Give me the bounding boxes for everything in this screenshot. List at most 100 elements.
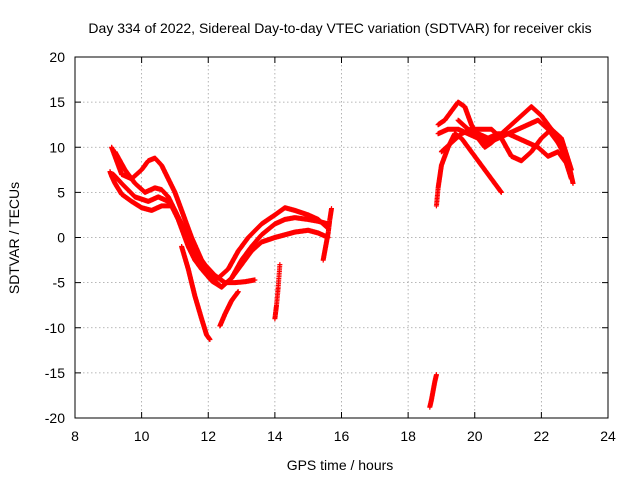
data-point bbox=[570, 168, 573, 171]
data-point bbox=[447, 128, 449, 131]
x-tick-label: 18 bbox=[400, 428, 416, 444]
y-tick-label: 20 bbox=[49, 49, 65, 65]
data-point bbox=[433, 381, 436, 383]
data-point bbox=[247, 236, 250, 239]
x-tick-label: 24 bbox=[600, 428, 616, 444]
data-point bbox=[327, 232, 330, 234]
data-point bbox=[430, 399, 433, 401]
data-point bbox=[560, 137, 563, 140]
data-point bbox=[120, 182, 123, 185]
data-point bbox=[437, 123, 439, 126]
data-point bbox=[187, 268, 190, 270]
data-point bbox=[130, 200, 133, 203]
data-point bbox=[112, 173, 115, 176]
data-point bbox=[527, 141, 529, 144]
data-point bbox=[537, 119, 539, 122]
data-point bbox=[470, 123, 473, 126]
data-point bbox=[237, 250, 240, 252]
data-point bbox=[550, 128, 553, 131]
data-point bbox=[307, 229, 310, 232]
y-tick-label: 0 bbox=[57, 230, 65, 246]
x-axis-label: GPS time / hours bbox=[287, 457, 394, 473]
data-point bbox=[244, 280, 246, 283]
data-point bbox=[460, 137, 463, 140]
data-point bbox=[567, 164, 569, 167]
data-point bbox=[187, 245, 190, 248]
data-point bbox=[530, 105, 533, 108]
data-point bbox=[150, 209, 153, 212]
data-point bbox=[154, 187, 156, 189]
data-point bbox=[294, 216, 296, 219]
data-point bbox=[209, 338, 211, 341]
data-point bbox=[147, 200, 150, 203]
series-trace bbox=[217, 289, 241, 329]
data-point bbox=[497, 132, 499, 135]
data-point bbox=[530, 150, 533, 153]
data-point bbox=[487, 141, 489, 144]
x-tick-label: 14 bbox=[267, 428, 283, 444]
data-point bbox=[294, 231, 296, 234]
data-point bbox=[227, 268, 230, 270]
data-point bbox=[317, 218, 320, 221]
x-tick-label: 12 bbox=[200, 428, 216, 444]
data-point bbox=[572, 182, 574, 185]
data-point bbox=[167, 177, 170, 180]
x-tick-label: 20 bbox=[467, 428, 483, 444]
x-tick-label: 8 bbox=[71, 428, 79, 444]
data-point bbox=[274, 223, 276, 225]
chart-title: Day 334 of 2022, Sidereal Day-to-day VTE… bbox=[88, 20, 591, 36]
data-point bbox=[435, 373, 438, 376]
data-point bbox=[260, 223, 263, 225]
data-point bbox=[517, 128, 519, 131]
data-point bbox=[144, 191, 146, 194]
series-trace bbox=[272, 262, 283, 322]
data-point bbox=[274, 236, 276, 239]
data-point bbox=[463, 105, 466, 108]
data-point bbox=[480, 164, 483, 167]
data-point bbox=[219, 325, 221, 327]
data-point bbox=[322, 259, 325, 261]
data-point bbox=[487, 137, 489, 140]
data-point bbox=[284, 218, 286, 221]
data-point bbox=[330, 207, 333, 210]
data-point bbox=[490, 128, 493, 131]
data-point bbox=[274, 317, 276, 320]
data-point bbox=[160, 164, 163, 167]
data-point bbox=[557, 141, 559, 144]
data-point bbox=[477, 132, 479, 135]
data-point bbox=[160, 188, 163, 191]
data-point bbox=[234, 281, 236, 284]
data-point bbox=[194, 259, 196, 261]
data-point bbox=[260, 241, 263, 243]
data-point bbox=[467, 146, 469, 149]
data-point bbox=[205, 334, 208, 336]
data-point bbox=[547, 155, 549, 158]
data-point bbox=[134, 196, 136, 198]
data-point bbox=[190, 236, 193, 239]
data-point bbox=[457, 128, 459, 131]
data-point bbox=[317, 232, 320, 234]
series-trace bbox=[320, 206, 335, 263]
data-point bbox=[140, 206, 143, 209]
data-point bbox=[140, 168, 143, 171]
data-point bbox=[174, 191, 176, 194]
data-point bbox=[250, 245, 253, 248]
data-point bbox=[477, 137, 479, 140]
data-point bbox=[500, 137, 503, 140]
data-point bbox=[180, 227, 183, 230]
series-trace bbox=[427, 372, 439, 410]
y-tick-label: -5 bbox=[53, 275, 66, 291]
data-point bbox=[230, 299, 233, 302]
data-point bbox=[147, 159, 150, 162]
data-point bbox=[187, 236, 190, 239]
data-point bbox=[510, 155, 513, 158]
data-point bbox=[328, 218, 331, 221]
data-point bbox=[473, 155, 476, 158]
series-trace bbox=[179, 244, 213, 342]
data-point bbox=[275, 304, 278, 307]
data-point bbox=[510, 123, 513, 126]
data-point bbox=[507, 132, 509, 135]
data-point bbox=[537, 146, 539, 149]
data-point bbox=[284, 233, 286, 236]
